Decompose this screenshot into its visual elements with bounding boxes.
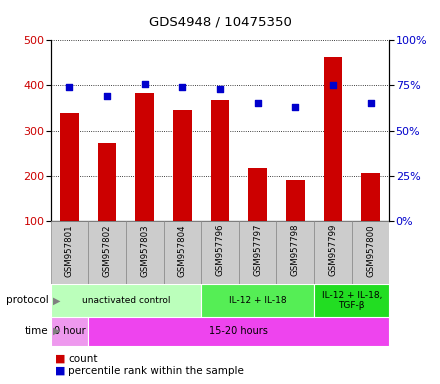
Text: protocol: protocol bbox=[6, 295, 48, 306]
Text: ■: ■ bbox=[55, 366, 66, 376]
Text: IL-12 + IL-18: IL-12 + IL-18 bbox=[229, 296, 286, 305]
Bar bbox=[60, 113, 79, 221]
Bar bbox=[323, 57, 342, 221]
Bar bbox=[136, 93, 154, 221]
Text: GSM957800: GSM957800 bbox=[366, 224, 375, 276]
Text: GSM957803: GSM957803 bbox=[140, 224, 149, 276]
Text: ▶: ▶ bbox=[53, 326, 60, 336]
Bar bbox=[248, 167, 267, 221]
Bar bbox=[352, 221, 389, 284]
Bar bbox=[126, 221, 164, 284]
Point bbox=[141, 81, 148, 87]
Bar bbox=[88, 221, 126, 284]
Bar bbox=[51, 221, 88, 284]
Bar bbox=[361, 172, 380, 221]
Text: GSM957802: GSM957802 bbox=[103, 224, 112, 276]
Text: 0 hour: 0 hour bbox=[54, 326, 85, 336]
Bar bbox=[314, 221, 352, 284]
Text: GSM957799: GSM957799 bbox=[328, 224, 337, 276]
Bar bbox=[173, 110, 192, 221]
Point bbox=[179, 84, 186, 90]
Bar bbox=[164, 221, 201, 284]
Text: GSM957801: GSM957801 bbox=[65, 224, 74, 276]
Text: percentile rank within the sample: percentile rank within the sample bbox=[68, 366, 244, 376]
Text: GSM957798: GSM957798 bbox=[291, 224, 300, 276]
Text: GSM957796: GSM957796 bbox=[216, 224, 224, 276]
Text: GSM957797: GSM957797 bbox=[253, 224, 262, 276]
Bar bbox=[276, 221, 314, 284]
Point bbox=[66, 84, 73, 90]
Text: GDS4948 / 10475350: GDS4948 / 10475350 bbox=[149, 15, 291, 28]
Bar bbox=[88, 317, 389, 346]
Bar bbox=[201, 221, 239, 284]
Bar bbox=[286, 180, 305, 221]
Bar bbox=[51, 284, 201, 317]
Bar bbox=[211, 100, 229, 221]
Text: unactivated control: unactivated control bbox=[82, 296, 170, 305]
Bar bbox=[98, 143, 117, 221]
Bar bbox=[314, 284, 389, 317]
Point bbox=[367, 101, 374, 107]
Text: ■: ■ bbox=[55, 354, 66, 364]
Point bbox=[292, 104, 299, 110]
Point bbox=[216, 86, 224, 92]
Point bbox=[254, 101, 261, 107]
Bar bbox=[201, 284, 314, 317]
Text: IL-12 + IL-18,
TGF-β: IL-12 + IL-18, TGF-β bbox=[322, 291, 382, 310]
Point bbox=[330, 83, 337, 89]
Text: ▶: ▶ bbox=[53, 295, 60, 306]
Bar bbox=[51, 317, 88, 346]
Text: time: time bbox=[25, 326, 48, 336]
Bar bbox=[239, 221, 276, 284]
Point bbox=[103, 93, 110, 99]
Text: count: count bbox=[68, 354, 98, 364]
Text: GSM957804: GSM957804 bbox=[178, 224, 187, 276]
Text: 15-20 hours: 15-20 hours bbox=[209, 326, 268, 336]
